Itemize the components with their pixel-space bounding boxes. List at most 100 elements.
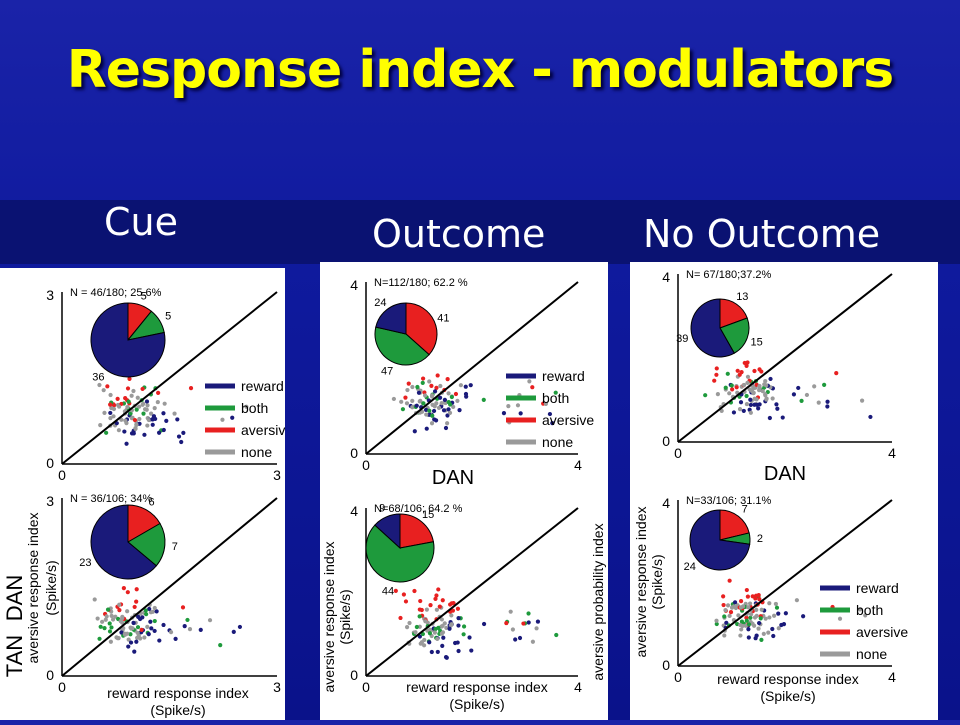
outcome-dan-diagonal	[365, 507, 579, 677]
outcome-dan-point-aversive	[418, 598, 423, 604]
cue-dan-pie-slice-both	[127, 522, 166, 567]
cue-tan-point-both	[128, 411, 133, 416]
cue-tan-point-aversive	[188, 386, 194, 391]
outcome-tan-pie-slice-aversive	[405, 302, 438, 356]
outcome-dan-point-reward	[417, 634, 422, 639]
outcome-tan-point-aversive	[453, 391, 459, 397]
cue-tan-x-tick: 0	[58, 467, 66, 483]
outcome-dan-point-aversive	[419, 607, 424, 613]
outcome-tan-plot: 0 4 0 4 41 47 24 N=112/180; 62.2 % reward both ave…	[350, 277, 594, 473]
outcome-tan-y-tick: 4	[350, 277, 358, 293]
cue-tan-point-none	[136, 404, 142, 409]
outcome-tan-point-none	[439, 401, 444, 406]
nooutcome-dan-point-none	[723, 608, 728, 613]
outcome-figure: DAN aversive response index (Spike/s) av…	[321, 277, 606, 712]
cue-tan-point-none	[155, 399, 160, 405]
outcome-tan-point-reward	[445, 413, 450, 418]
outcome-dan-pie-slice-aversive	[399, 513, 435, 549]
outcome-dan-point-aversive	[412, 588, 417, 594]
cue-tan-point-reward	[144, 399, 150, 404]
nooutcome-dan-point-none	[749, 612, 754, 617]
nooutcome-dan-point-none	[857, 607, 863, 612]
outcome-tan-point-none	[391, 396, 396, 402]
outcome-tan-point-none	[399, 399, 404, 404]
outcome-dan-point-reward	[513, 637, 518, 642]
panel-no-outcome: DAN aversive response index (Spike/s) re…	[630, 262, 938, 720]
cue-dan-point-reward	[152, 628, 157, 634]
outcome-dan-pie-label: 9	[379, 503, 385, 515]
nooutcome-tan-point-aversive	[735, 368, 740, 373]
outcome-dan-row-label: DAN	[432, 467, 474, 489]
outcome-tan-point-none	[427, 379, 432, 384]
cue-dan-point-both	[107, 621, 112, 626]
nooutcome-dan-point-both	[774, 605, 780, 610]
outcome-tan-point-none	[446, 391, 451, 396]
outcome-tan-point-none	[410, 398, 415, 403]
outcome-dan-x-tick: 4	[574, 679, 582, 695]
nooutcome-dan-point-both	[714, 621, 719, 627]
nooutcome-dan-point-none	[752, 623, 757, 628]
no-outcome-figure: DAN aversive response index (Spike/s) re…	[633, 269, 908, 704]
cue-dan-point-none	[135, 630, 140, 636]
nooutcome-tan-point-none	[816, 400, 821, 405]
nooutcome-y-axis-label: aversive response index	[633, 507, 649, 658]
cue-tan-point-none	[149, 411, 154, 416]
cue-dan-point-both	[185, 617, 190, 623]
cue-dan-point-both	[143, 608, 148, 613]
cue-dan-point-both	[135, 625, 141, 630]
outcome-dan-point-reward	[441, 635, 446, 640]
nooutcome-tan-point-none	[719, 408, 724, 413]
outcome-dan-point-none	[435, 636, 440, 642]
cue-tan-x-tick: 3	[273, 467, 281, 483]
nooutcome-tan-point-both	[822, 382, 827, 388]
cue-tan-point-reward	[181, 430, 186, 436]
outcome-tan-point-both	[421, 401, 426, 406]
nooutcome-dan-point-none	[746, 605, 751, 610]
nooutcome-dan-point-aversive	[757, 596, 762, 602]
nooutcome-dan-summary: N=33/106; 31.1%	[686, 495, 772, 507]
cue-dan-point-none	[122, 631, 127, 636]
nooutcome-dan-point-none	[772, 613, 777, 618]
cue-tan-y-tick: 3	[46, 287, 54, 303]
nooutcome-tan-point-both	[799, 398, 804, 403]
outcome-dan-point-none	[444, 625, 449, 631]
cue-dan-point-reward	[134, 639, 139, 644]
nooutcome-tan-point-none	[804, 392, 810, 398]
cue-dan-point-none	[100, 619, 105, 624]
outcome-dan-point-none	[449, 622, 454, 627]
cue-dan-point-none	[126, 637, 131, 642]
outcome-right-axis-label: aversive probability index	[590, 523, 606, 680]
nooutcome-x-axis-label: reward response index	[717, 671, 859, 687]
cue-dan-point-reward	[149, 626, 154, 631]
cue-dan-x-tick: 3	[273, 679, 281, 695]
cue-dan-pie-slice-reward	[90, 504, 158, 580]
nooutcome-tan-pie-slice-both	[719, 317, 750, 354]
nooutcome-tan-point-none	[737, 407, 743, 412]
outcome-tan-point-reward	[446, 407, 451, 412]
outcome-tan-point-both	[415, 384, 420, 390]
nooutcome-tan-point-none	[741, 382, 747, 388]
outcome-tan-x-tick: 0	[362, 457, 370, 473]
nooutcome-dan-point-reward	[770, 626, 775, 632]
nooutcome-dan-pie-slice-aversive	[719, 509, 750, 541]
cue-dan-point-none	[152, 605, 157, 611]
cue-tan-point-none	[172, 411, 177, 416]
outcome-tan-point-reward	[442, 397, 447, 402]
cue-dan-pie-label: 6	[148, 496, 154, 508]
cue-dan-point-none	[120, 616, 125, 621]
nooutcome-dan-x-tick: 0	[674, 669, 682, 685]
nooutcome-tan-point-aversive	[737, 372, 742, 377]
outcome-tan-point-none	[410, 384, 415, 390]
cue-tan-point-reward	[176, 434, 182, 439]
cue-tan-point-none	[123, 418, 128, 423]
nooutcome-dan-point-aversive	[721, 594, 726, 599]
nooutcome-tan-point-reward	[780, 415, 785, 420]
outcome-dan-point-both	[554, 632, 559, 638]
cue-dan-point-none	[113, 614, 118, 619]
outcome-dan-point-none	[530, 639, 536, 644]
nooutcome-tan-pie-label: 39	[676, 333, 688, 345]
nooutcome-tan-point-both	[725, 371, 730, 376]
nooutcome-dan-point-aversive	[738, 598, 744, 604]
outcome-dan-point-reward	[435, 649, 440, 655]
cue-dan-y-tick: 3	[46, 493, 54, 509]
